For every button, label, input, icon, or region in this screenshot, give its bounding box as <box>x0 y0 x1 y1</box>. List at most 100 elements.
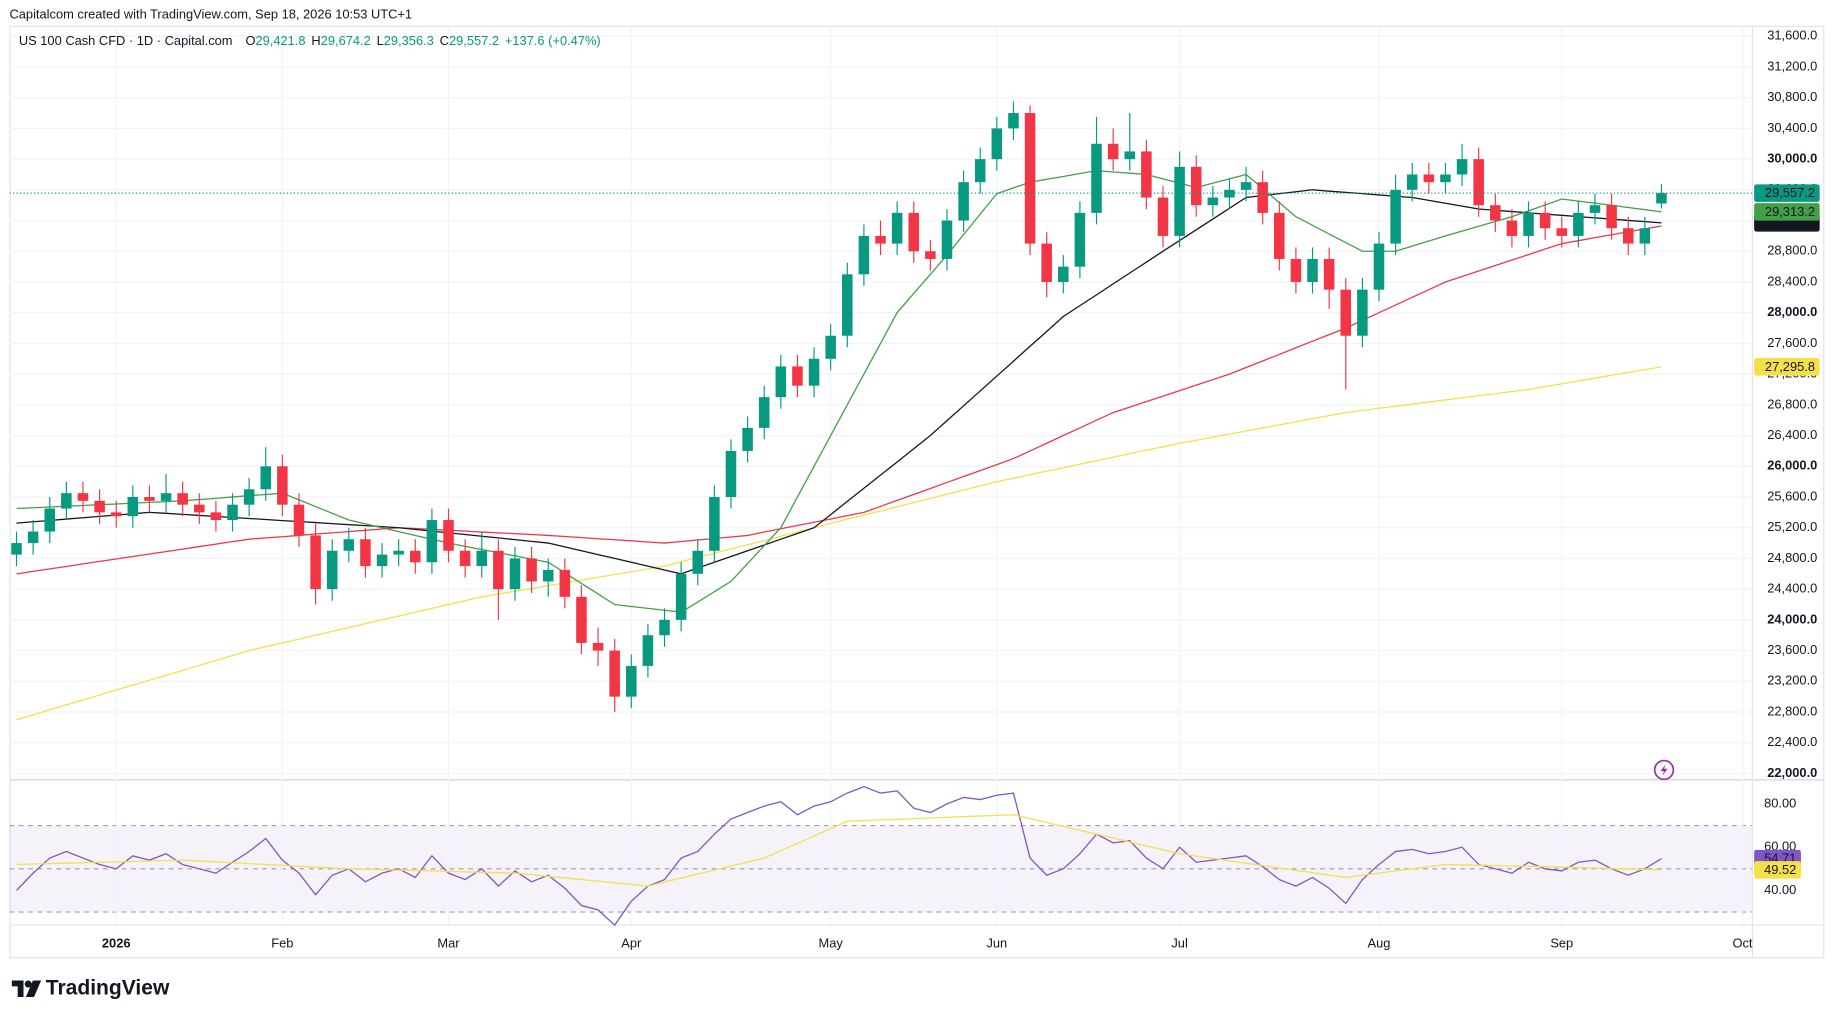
candle <box>858 224 870 286</box>
candle-body <box>293 504 305 536</box>
candle-body <box>1656 193 1667 204</box>
candle-body <box>476 550 488 567</box>
candle-body <box>991 128 1003 160</box>
candle-body <box>227 504 238 521</box>
candle <box>27 520 39 555</box>
candle-body <box>758 397 770 428</box>
x-tick-label: Apr <box>621 936 642 951</box>
candle-body <box>1290 258 1302 282</box>
candle <box>127 485 139 528</box>
x-tick-label: Aug <box>1368 936 1391 951</box>
candle <box>792 354 803 398</box>
candle-body <box>875 235 886 244</box>
candle <box>493 539 504 620</box>
candle <box>177 481 188 517</box>
candle-body <box>692 550 704 574</box>
candle <box>742 416 753 463</box>
candle-body <box>1174 166 1185 236</box>
candle-body <box>1406 174 1418 190</box>
candle-body <box>1207 197 1219 206</box>
candle <box>1340 278 1352 390</box>
candle-body <box>260 466 272 490</box>
candle-body <box>974 159 986 183</box>
y-tick-label: 22,400.0 <box>1767 734 1817 749</box>
candle-body <box>127 496 139 517</box>
legend-key: C <box>440 34 449 49</box>
y-tick-label: 25,200.0 <box>1767 519 1817 534</box>
candle-body <box>210 512 222 521</box>
candle <box>1390 174 1401 256</box>
candle-body <box>659 619 670 636</box>
candle-body <box>559 569 571 597</box>
y-tick-label: 30,000.0 <box>1767 151 1817 166</box>
candle <box>626 654 637 709</box>
candle <box>277 454 288 517</box>
moving-average <box>16 366 1662 721</box>
candle <box>1074 201 1086 279</box>
y-tick-label: 23,600.0 <box>1767 642 1817 657</box>
candle <box>1506 209 1518 248</box>
y-tick-label: 24,800.0 <box>1767 550 1817 565</box>
candle-body <box>1024 113 1036 244</box>
candle-body <box>194 504 205 513</box>
candle <box>227 493 238 532</box>
candle <box>825 324 836 371</box>
candle-body <box>177 493 188 505</box>
candle-body <box>825 335 836 359</box>
symbol-title: US 100 Cash CFD · 1D · Capital.com <box>19 34 233 49</box>
candle <box>1157 186 1169 248</box>
candle-body <box>1556 228 1568 236</box>
lightning-icon[interactable] <box>1653 759 1675 781</box>
price-tag <box>1754 184 1820 202</box>
candle <box>1257 170 1268 225</box>
candle-body <box>1041 243 1052 282</box>
candle-body <box>576 596 587 643</box>
candle <box>11 531 22 567</box>
candle <box>526 546 537 593</box>
candle <box>1656 184 1667 209</box>
candle <box>443 508 454 563</box>
candle <box>426 508 438 574</box>
candle <box>941 209 953 271</box>
y-tick-label: 26,800.0 <box>1767 396 1817 411</box>
candle <box>958 170 969 233</box>
candle <box>476 531 488 578</box>
candle <box>1606 193 1617 240</box>
legend-value: 29,421.8 <box>255 34 305 49</box>
candle <box>44 496 56 544</box>
legend-key: O <box>245 34 255 49</box>
candle-body <box>842 274 853 336</box>
candle <box>1124 113 1136 171</box>
candle-body <box>958 182 969 221</box>
candle-body <box>1157 197 1169 236</box>
candle-body <box>725 450 737 497</box>
candle-body <box>376 554 388 567</box>
candle <box>1473 147 1484 217</box>
y-tick-label: 30,400.0 <box>1767 120 1817 135</box>
candle <box>1091 116 1102 225</box>
candle-body <box>1456 159 1468 175</box>
candle <box>1357 278 1368 348</box>
price-tag-label: 27,295.8 <box>1765 359 1815 374</box>
candle-body <box>1473 159 1484 206</box>
candle-body <box>1307 258 1318 282</box>
candle-body <box>1506 220 1518 236</box>
candle-body <box>542 569 554 582</box>
candle-body <box>1257 182 1268 213</box>
rsi-line <box>16 814 1662 887</box>
candle-body <box>1606 205 1617 229</box>
candle <box>459 539 471 578</box>
candle <box>1373 232 1385 302</box>
legend-value: 29,356.3 <box>384 34 434 49</box>
candle-body <box>1124 151 1136 160</box>
legend-value: 29,674.2 <box>321 34 371 49</box>
moving-average <box>16 225 1662 575</box>
candle-body <box>1141 151 1152 198</box>
candle <box>1290 247 1302 294</box>
candle-body <box>459 550 471 567</box>
candle <box>1274 201 1285 271</box>
y-tick-label: 31,200.0 <box>1767 58 1817 73</box>
candle-body <box>11 543 22 555</box>
legend-change: +137.6 (+0.47%) <box>505 34 601 49</box>
